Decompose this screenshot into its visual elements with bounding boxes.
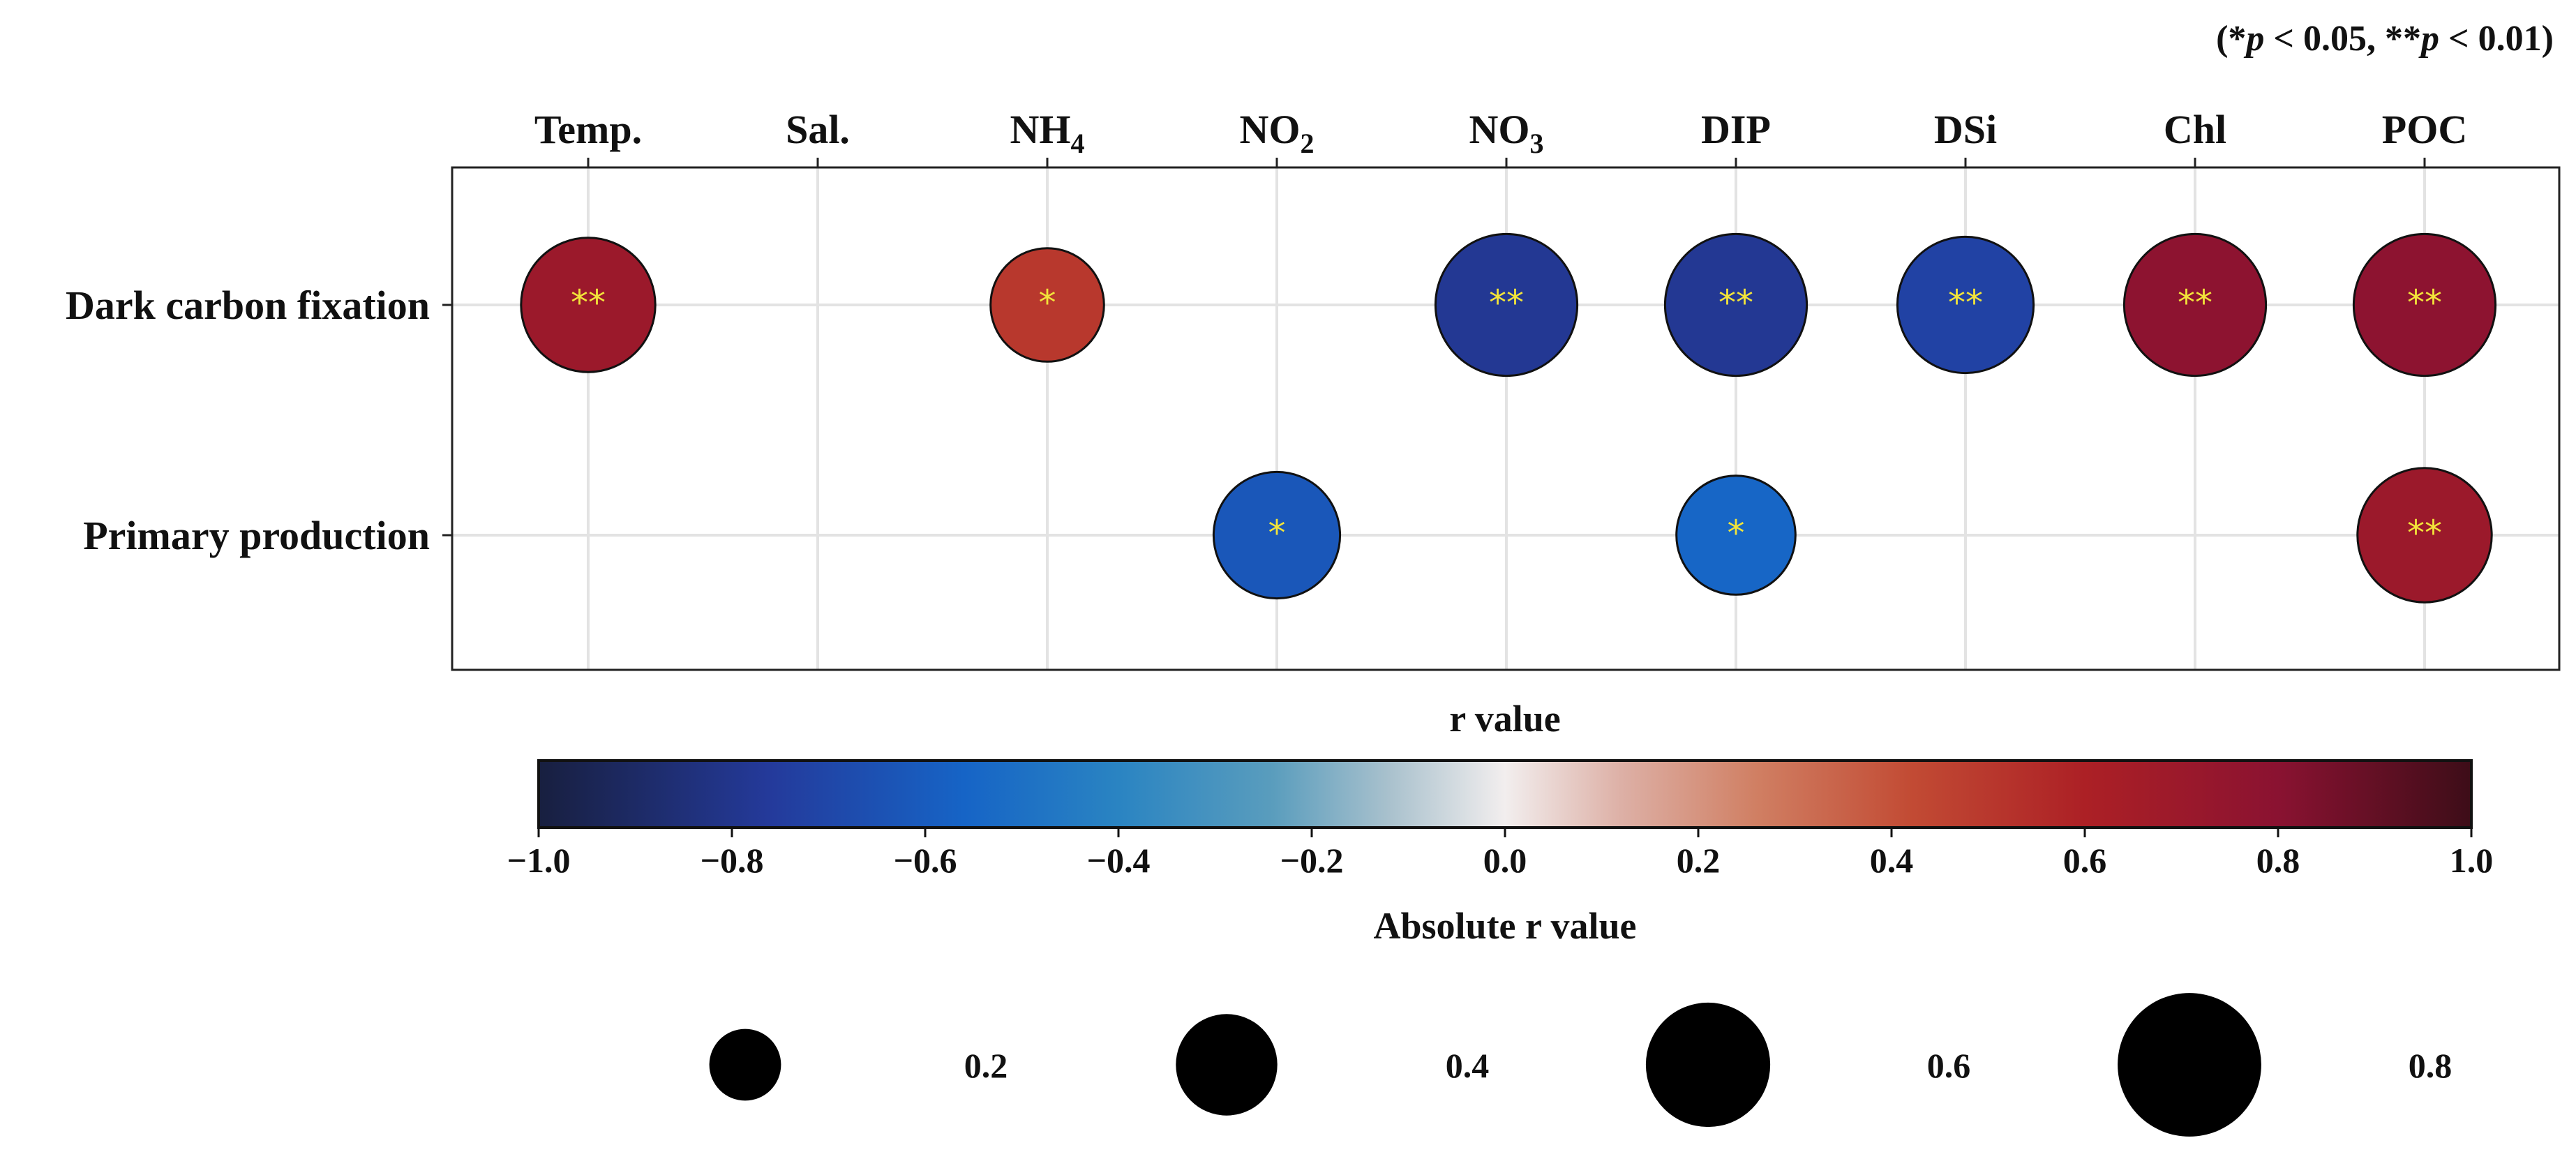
size-legend: 0.2 0.4 0.6 0.8 xyxy=(709,993,2453,1137)
row-label: Primary production xyxy=(83,513,430,558)
column-label: Chl xyxy=(2164,107,2226,152)
bubble xyxy=(1896,235,2035,375)
colorbar-tick-label: 0.6 xyxy=(2063,841,2107,880)
significance-note: (*p < 0.05, **p < 0.01) xyxy=(2216,19,2554,59)
column-label: NO2 xyxy=(1240,107,1315,159)
bubble xyxy=(2122,232,2268,377)
column-label: Sal. xyxy=(786,107,850,152)
colorbar-tick-label: 0.8 xyxy=(2256,841,2300,880)
colorbar-tick-label: −1.0 xyxy=(507,841,571,880)
significance-star: * xyxy=(1039,283,1056,323)
row-labels: Dark carbon fixation Primary production xyxy=(66,283,452,558)
column-label-text: DIP xyxy=(1701,107,1771,152)
significance-star: ** xyxy=(2407,283,2442,323)
size-legend-label: 0.6 xyxy=(1927,1046,1971,1085)
colorbar-tick-label: −0.6 xyxy=(894,841,957,880)
column-label: DIP xyxy=(1701,107,1771,152)
size-legend-circle xyxy=(2118,993,2261,1137)
significance-star: ** xyxy=(1718,283,1753,323)
colorbar-gradient xyxy=(537,759,2473,829)
column-label-text: Temp. xyxy=(534,107,642,152)
bubble xyxy=(2356,467,2493,604)
colorbar-tick-label: −0.2 xyxy=(1280,841,1344,880)
bubble xyxy=(1212,470,1342,600)
column-labels: Temp. Sal. NH4 NO2 NO3 DIP DSi Chl POC xyxy=(534,107,2467,167)
bubbles: ** * ** ** ** ** *** * ** xyxy=(520,232,2497,604)
size-legend-circle xyxy=(1645,1002,1771,1128)
size-legend-title: Absolute r value xyxy=(1373,905,1636,947)
significance-star: ** xyxy=(571,283,606,323)
colorbar-title: r value xyxy=(1449,698,1561,740)
size-legend-circle xyxy=(709,1028,781,1101)
column-label: Temp. xyxy=(534,107,642,152)
column-label-text: NO xyxy=(1240,107,1301,152)
bubble xyxy=(989,247,1105,363)
column-label-text: NO xyxy=(1469,107,1530,152)
significance-star: ** xyxy=(2178,283,2212,323)
colorbar-tick-label: 0.2 xyxy=(1677,841,1721,880)
significance-star: * xyxy=(1728,513,1745,553)
size-legend-circle xyxy=(1176,1014,1278,1116)
row-label: Dark carbon fixation xyxy=(66,283,430,328)
column-label-subscript: 3 xyxy=(1530,128,1544,159)
significance-star: ** xyxy=(1948,283,1983,323)
column-label-text: Sal. xyxy=(786,107,850,152)
significance-star: ** xyxy=(2407,513,2442,553)
bubble xyxy=(520,237,657,373)
bubble xyxy=(2352,232,2497,377)
size-legend-label: 0.2 xyxy=(964,1046,1008,1085)
column-label: POC xyxy=(2382,107,2467,152)
colorbar-tick-label: 1.0 xyxy=(2450,841,2494,880)
colorbar-tick-label: 0.0 xyxy=(1483,841,1527,880)
size-legend-label: 0.8 xyxy=(2409,1046,2453,1085)
column-label-text: NH xyxy=(1010,107,1071,152)
colorbar: −1.0 −0.8 −0.6 −0.4 −0.2 0.0 0.2 0.4 0.6 0.8 1.0 xyxy=(507,759,2494,880)
column-label-subscript: 2 xyxy=(1301,128,1315,159)
column-label: NO3 xyxy=(1469,107,1544,159)
bubble xyxy=(1663,232,1809,377)
column-label: NH4 xyxy=(1010,107,1085,159)
significance-star: * xyxy=(1268,513,1286,553)
bubble xyxy=(1434,232,1579,377)
column-label-text: POC xyxy=(2382,107,2467,152)
colorbar-tick-label: −0.8 xyxy=(701,841,764,880)
colorbar-tick-label: −0.4 xyxy=(1087,841,1151,880)
column-label: DSi xyxy=(1934,107,1997,152)
significance-star: ** xyxy=(1489,283,1524,323)
colorbar-tick-label: 0.4 xyxy=(1870,841,1914,880)
column-label-text: DSi xyxy=(1934,107,1997,152)
bubble xyxy=(1675,474,1797,596)
size-legend-label: 0.4 xyxy=(1446,1046,1490,1085)
column-label-text: Chl xyxy=(2164,107,2226,152)
column-label-subscript: 4 xyxy=(1071,128,1085,159)
